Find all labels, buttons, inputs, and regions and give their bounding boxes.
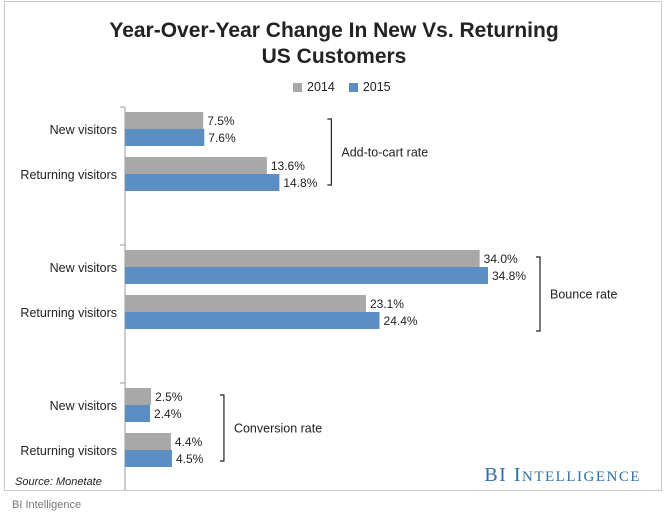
bar-2014 (125, 295, 366, 312)
brand-second: INTELLIGENCE (514, 464, 641, 486)
category-label: Returning visitors (20, 168, 117, 182)
data-label: 34.0% (484, 252, 518, 266)
source-note: Source: Monetate (15, 476, 102, 488)
data-label: 13.6% (271, 159, 305, 173)
group-label: Add-to-cart rate (341, 146, 428, 160)
title-line-2: US Customers (261, 45, 407, 68)
bar-chart: 7.5% 7.6% New visitors 13.6% 14.8% Returning … (20, 106, 617, 490)
chart-title: Year-Over-Year Change In New Vs. Returni… (5, 18, 663, 70)
legend-swatch-2015 (348, 82, 358, 92)
category-label: New visitors (50, 399, 117, 413)
bar-2014 (125, 250, 480, 267)
bar-2015 (125, 405, 151, 422)
legend-swatch-2014 (293, 82, 302, 92)
data-label: 34.8% (492, 269, 526, 283)
group-bracket (219, 394, 225, 462)
bar-2014 (125, 112, 204, 129)
bar-2015 (125, 174, 280, 191)
bar-2015 (125, 312, 380, 329)
brand-second-rest: NTELLIGENCE (522, 469, 641, 485)
legend-label-2015: 2015 (362, 80, 391, 94)
bar-2014 (125, 433, 171, 450)
bar-2014 (125, 388, 152, 405)
legend: 2014 2015 (293, 80, 405, 94)
title-line-1: Year-Over-Year Change In New Vs. Returni… (109, 19, 559, 42)
data-label: 7.5% (207, 114, 235, 128)
data-label: 23.1% (370, 297, 404, 311)
bar-2015 (125, 267, 488, 284)
group-bracket (536, 256, 541, 332)
category-label: Returning visitors (20, 306, 117, 320)
data-label: 2.5% (155, 390, 183, 404)
data-label: 4.4% (175, 435, 203, 449)
group-bracket (327, 118, 332, 186)
bar-2015 (125, 129, 205, 146)
group-label: Bounce rate (550, 288, 617, 302)
data-label: 7.6% (208, 131, 236, 145)
category-label: Returning visitors (20, 444, 117, 458)
data-label: 2.4% (154, 407, 182, 421)
data-label: 14.8% (283, 176, 317, 190)
bar-2014 (125, 157, 267, 174)
image-caption: BI Intelligence (12, 499, 82, 511)
bar-2015 (125, 450, 172, 467)
legend-item-2014: 2014 (293, 80, 335, 94)
brand-first: BI (484, 464, 508, 486)
group-label: Conversion rate (234, 422, 322, 436)
data-label: 24.4% (384, 314, 418, 328)
brand-second-initial: I (513, 464, 523, 486)
category-label: New visitors (50, 123, 117, 137)
chart-frame: Year-Over-Year Change In New Vs. Returni… (4, 1, 662, 491)
category-label: New visitors (50, 261, 117, 275)
legend-item-2015: 2015 (348, 80, 391, 94)
bi-intelligence-logo: BI INTELLIGENCE (484, 464, 641, 487)
data-label: 4.5% (176, 452, 204, 466)
legend-label-2014: 2014 (307, 80, 335, 94)
